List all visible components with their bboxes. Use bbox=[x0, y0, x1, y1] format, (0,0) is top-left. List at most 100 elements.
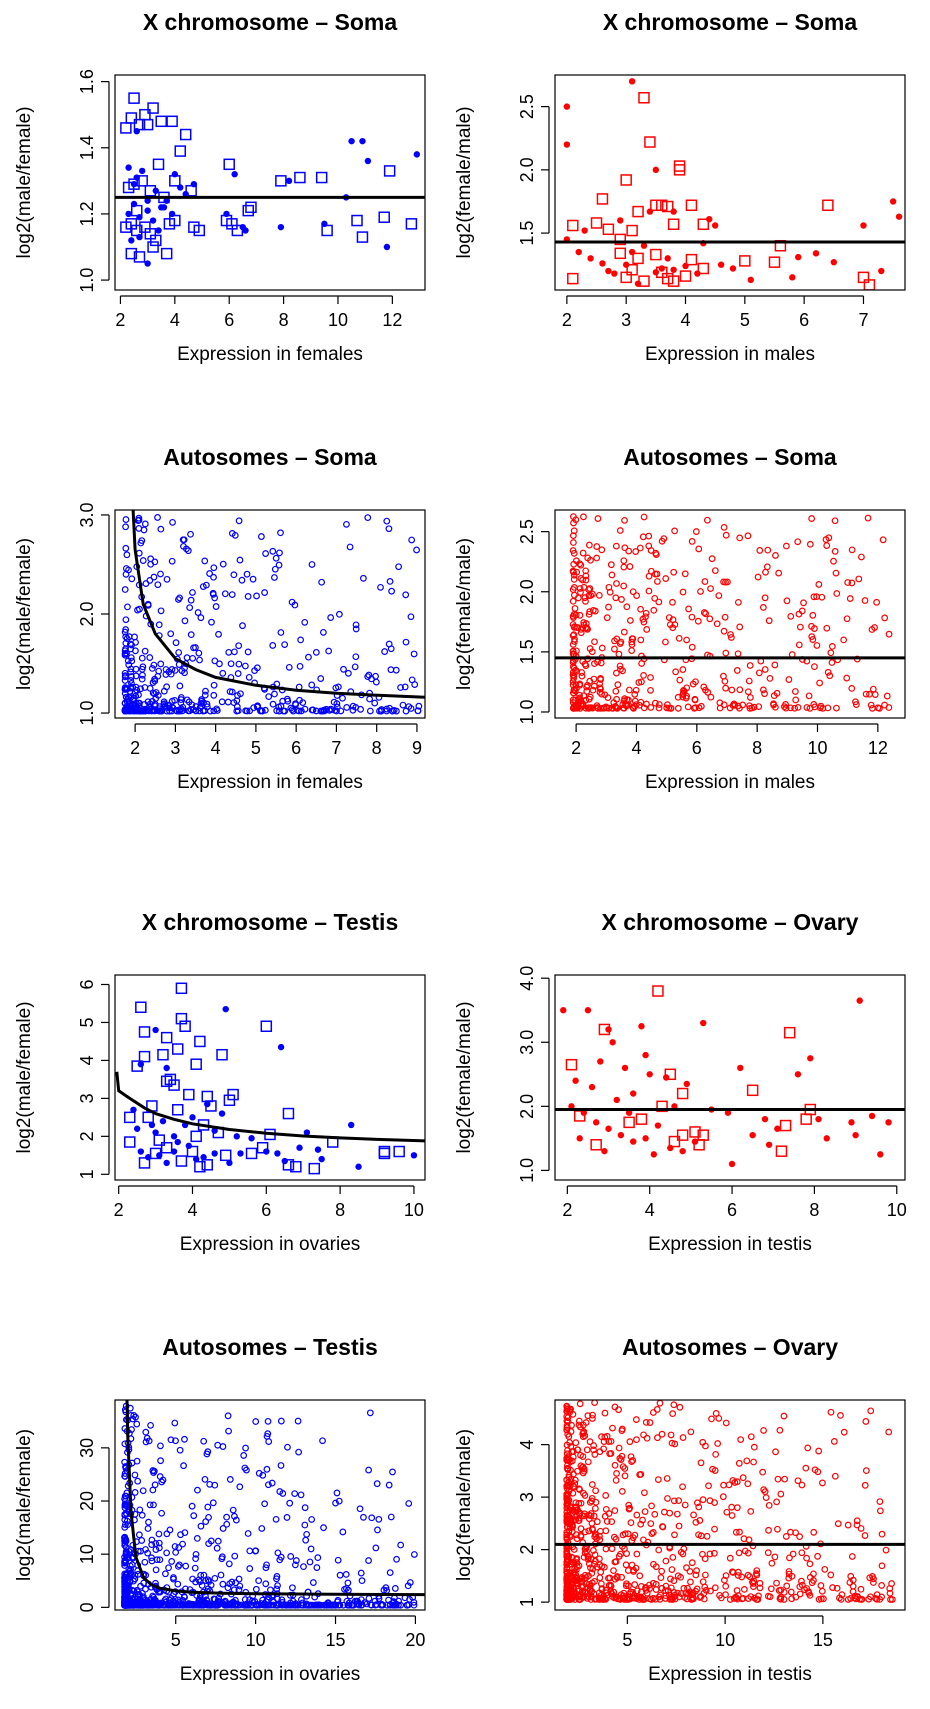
data-point bbox=[739, 255, 751, 267]
data-point bbox=[663, 704, 671, 712]
data-point bbox=[823, 1135, 830, 1142]
data-point bbox=[655, 704, 663, 712]
data-point bbox=[121, 1492, 129, 1500]
data-point bbox=[308, 1162, 321, 1175]
data-point bbox=[284, 1443, 291, 1451]
data-point bbox=[320, 1524, 327, 1532]
data-point bbox=[342, 1570, 350, 1578]
data-point bbox=[629, 588, 637, 596]
data-point bbox=[626, 264, 638, 276]
data-point bbox=[312, 1601, 320, 1609]
data-point bbox=[771, 703, 779, 711]
data-point bbox=[639, 1516, 646, 1524]
data-point bbox=[676, 676, 684, 684]
data-point bbox=[651, 570, 659, 578]
data-point bbox=[155, 1588, 162, 1596]
x-tick-label: 15 bbox=[813, 1630, 833, 1650]
data-point bbox=[658, 1430, 666, 1438]
data-point bbox=[672, 668, 680, 676]
data-point bbox=[815, 1115, 822, 1123]
data-point bbox=[348, 137, 355, 145]
data-point bbox=[410, 1601, 418, 1609]
data-point bbox=[745, 1536, 753, 1544]
data-point bbox=[565, 1058, 578, 1071]
x-tick-label: 6 bbox=[261, 1200, 271, 1220]
data-point bbox=[829, 1584, 836, 1591]
data-point bbox=[756, 1584, 764, 1592]
y-tick-label: 1.5 bbox=[517, 221, 537, 246]
data-point bbox=[878, 267, 885, 275]
data-point bbox=[127, 668, 135, 676]
data-point bbox=[175, 1155, 188, 1167]
data-point bbox=[736, 704, 743, 712]
data-point bbox=[696, 1517, 704, 1524]
data-point bbox=[262, 550, 270, 557]
data-point bbox=[152, 1026, 159, 1034]
data-point bbox=[658, 1567, 666, 1575]
data-point bbox=[179, 703, 187, 711]
data-point bbox=[133, 1586, 141, 1594]
data-point bbox=[314, 1146, 322, 1153]
data-point bbox=[291, 1561, 299, 1569]
data-point bbox=[832, 569, 840, 577]
data-point bbox=[601, 1433, 609, 1441]
data-point bbox=[564, 1572, 572, 1580]
data-point bbox=[181, 664, 188, 672]
y-axis-label: log2(female/male) bbox=[454, 1429, 475, 1581]
data-point bbox=[862, 690, 870, 698]
data-point bbox=[126, 640, 134, 648]
data-point bbox=[121, 650, 129, 658]
data-point bbox=[121, 1541, 129, 1549]
data-point bbox=[261, 1500, 269, 1508]
plot-frame bbox=[114, 74, 426, 291]
data-point bbox=[127, 654, 135, 661]
data-point bbox=[881, 614, 889, 622]
data-point bbox=[371, 699, 379, 707]
data-point bbox=[192, 1550, 200, 1558]
x-tick-label: 2 bbox=[130, 738, 140, 758]
data-point bbox=[254, 1601, 262, 1609]
data-point bbox=[670, 1577, 678, 1585]
data-point bbox=[145, 1154, 152, 1161]
data-point bbox=[174, 1138, 181, 1146]
data-point bbox=[579, 549, 587, 557]
data-point bbox=[621, 516, 628, 524]
data-point bbox=[275, 175, 287, 187]
data-point bbox=[640, 1431, 647, 1439]
data-point bbox=[886, 1589, 894, 1597]
data-point bbox=[176, 594, 183, 602]
data-point bbox=[806, 1560, 814, 1568]
data-point bbox=[658, 1584, 666, 1592]
data-point bbox=[577, 1525, 585, 1533]
data-point bbox=[156, 1556, 164, 1564]
data-point bbox=[357, 1569, 365, 1577]
data-point bbox=[605, 1581, 613, 1589]
data-point bbox=[588, 1415, 596, 1422]
plot-frame bbox=[554, 1399, 906, 1611]
data-point bbox=[189, 1601, 196, 1609]
data-point bbox=[843, 674, 851, 682]
data-point bbox=[569, 532, 577, 540]
data-point bbox=[303, 1129, 311, 1136]
data-point bbox=[569, 647, 577, 655]
data-point bbox=[595, 591, 603, 599]
data-point bbox=[794, 538, 802, 546]
data-point bbox=[589, 1411, 596, 1419]
data-point bbox=[852, 698, 859, 706]
x-tick-label: 4 bbox=[187, 1200, 197, 1220]
data-point bbox=[152, 158, 165, 171]
data-point bbox=[815, 1447, 823, 1455]
data-point bbox=[828, 659, 836, 666]
data-point bbox=[812, 250, 820, 257]
data-point bbox=[682, 262, 689, 270]
data-point bbox=[706, 615, 714, 623]
data-point bbox=[233, 1133, 240, 1140]
data-point bbox=[600, 704, 607, 712]
data-point bbox=[764, 546, 772, 554]
data-point bbox=[673, 1510, 681, 1518]
data-point bbox=[599, 1596, 607, 1603]
data-point bbox=[837, 1595, 845, 1603]
data-point bbox=[878, 1582, 886, 1589]
data-point bbox=[588, 1494, 596, 1502]
